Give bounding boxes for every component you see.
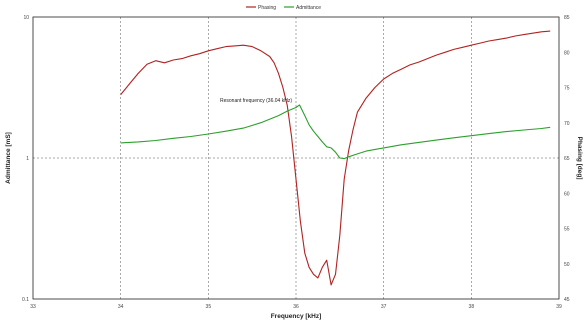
x-axis-title: Frequency [kHz] [271, 313, 322, 320]
right-y-tick-label: 65 [564, 156, 570, 162]
phasing-series-line [120, 30, 551, 286]
x-tick-label: 33 [30, 304, 36, 310]
x-tick-label: 39 [556, 304, 562, 310]
left-y-axis-title: Admittance [mS] [5, 132, 12, 184]
admittance-series-line [120, 104, 551, 160]
right-y-tick-label: 80 [564, 50, 570, 56]
right-y-tick-label: 45 [564, 297, 570, 303]
resonant-frequency-annotation: Resonant frequency (36.04 kHz) [220, 98, 292, 104]
x-tick-label: 36 [293, 304, 299, 310]
x-tick-label: 37 [381, 304, 387, 310]
left-y-tick-label: 0.1 [22, 297, 29, 303]
legend-admittance-label: Admittance [296, 5, 321, 11]
plot-frame [32, 16, 560, 300]
right-y-tick-label: 60 [564, 191, 570, 197]
right-y-axis-title: Phasing [deg] [576, 137, 583, 180]
legend: Phasing Admittance [246, 5, 321, 11]
x-tick-label: 34 [118, 304, 124, 310]
right-y-tick-label: 70 [564, 121, 570, 127]
right-y-tick-label: 50 [564, 262, 570, 268]
right-y-tick-label: 85 [564, 15, 570, 21]
right-y-tick-label: 75 [564, 86, 570, 92]
x-tick-label: 35 [206, 304, 212, 310]
x-tick-label: 38 [469, 304, 475, 310]
legend-phasing-label: Phasing [258, 5, 276, 11]
tick-labels: 33 34 35 36 37 38 39 10 1 0.1 85 80 75 70 65 60 55 50 45 [22, 15, 570, 310]
right-y-tick-label: 55 [564, 227, 570, 233]
left-y-tick-label: 1 [26, 156, 29, 162]
left-y-tick-label: 10 [23, 15, 29, 21]
data-series [120, 30, 551, 286]
grid-lines [33, 17, 559, 299]
